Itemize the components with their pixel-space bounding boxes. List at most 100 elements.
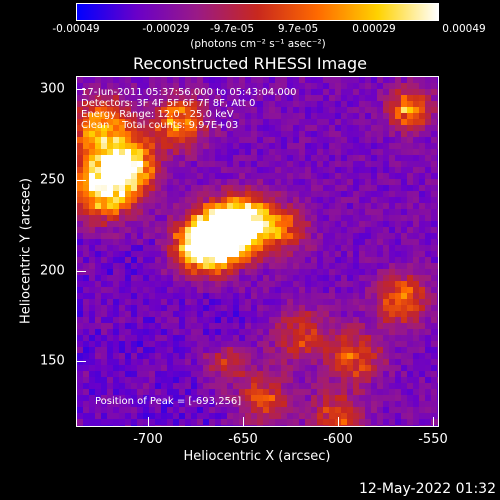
image-pixel [221,425,227,426]
image-pixel [119,107,125,113]
image-pixel [323,419,329,425]
image-pixel [137,257,143,263]
image-pixel [359,419,365,425]
image-pixel [305,305,311,311]
image-pixel [185,317,191,323]
image-pixel [107,287,113,293]
image-pixel [131,233,137,239]
image-pixel [251,329,257,335]
image-pixel [323,239,329,245]
image-pixel [353,119,359,125]
image-pixel [323,125,329,131]
image-pixel [167,275,173,281]
image-pixel [77,113,83,119]
image-pixel [107,383,113,389]
image-pixel [209,341,215,347]
image-pixel [77,371,83,377]
image-pixel [263,143,269,149]
image-pixel [437,329,438,335]
image-pixel [215,287,221,293]
image-pixel [293,251,299,257]
image-pixel [365,173,371,179]
image-pixel [185,371,191,377]
image-pixel [431,173,437,179]
image-pixel [95,215,101,221]
image-pixel [275,257,281,263]
image-pixel [203,425,209,426]
image-pixel [323,365,329,371]
image-pixel [359,251,365,257]
image-pixel [209,245,215,251]
image-pixel [227,77,233,83]
image-pixel [383,95,389,101]
image-pixel [407,83,413,89]
image-pixel [371,239,377,245]
image-pixel [263,119,269,125]
image-pixel [251,251,257,257]
image-pixel [89,119,95,125]
image-pixel [359,137,365,143]
image-pixel [107,257,113,263]
image-pixel [329,197,335,203]
image-pixel [227,359,233,365]
image-pixel [269,137,275,143]
image-pixel [107,119,113,125]
image-pixel [305,401,311,407]
image-pixel [365,113,371,119]
image-pixel [257,89,263,95]
image-pixel [305,395,311,401]
image-pixel [281,317,287,323]
image-pixel [305,119,311,125]
image-pixel [83,143,89,149]
image-pixel [395,419,401,425]
image-pixel [293,89,299,95]
image-pixel [101,257,107,263]
image-pixel [119,191,125,197]
image-pixel [401,107,407,113]
image-pixel [95,227,101,233]
image-pixel [335,389,341,395]
image-pixel [341,389,347,395]
image-pixel [89,125,95,131]
image-pixel [263,215,269,221]
image-pixel [167,389,173,395]
image-pixel [203,353,209,359]
image-pixel [167,101,173,107]
image-pixel [233,389,239,395]
image-pixel [143,143,149,149]
image-pixel [311,341,317,347]
image-pixel [263,251,269,257]
image-pixel [317,317,323,323]
image-pixel [233,293,239,299]
image-pixel [401,293,407,299]
image-pixel [407,377,413,383]
image-pixel [377,245,383,251]
image-pixel [227,149,233,155]
image-pixel [287,419,293,425]
image-pixel [131,377,137,383]
image-pixel [263,335,269,341]
image-pixel [125,353,131,359]
image-pixel [437,161,438,167]
date-stamp: 12-May-2022 01:32 [358,481,496,497]
image-pixel [95,425,101,426]
image-pixel [311,329,317,335]
image-pixel [239,341,245,347]
image-pixel [317,257,323,263]
image-pixel [179,389,185,395]
image-pixel [275,251,281,257]
image-pixel [437,239,438,245]
image-pixel [341,227,347,233]
image-pixel [233,113,239,119]
image-pixel [359,413,365,419]
image-pixel [215,113,221,119]
image-pixel [107,209,113,215]
image-pixel [347,341,353,347]
image-pixel [107,311,113,317]
image-pixel [431,341,437,347]
image-pixel [281,335,287,341]
image-pixel [305,425,311,426]
image-pixel [191,89,197,95]
image-pixel [371,209,377,215]
image-pixel [275,77,281,83]
